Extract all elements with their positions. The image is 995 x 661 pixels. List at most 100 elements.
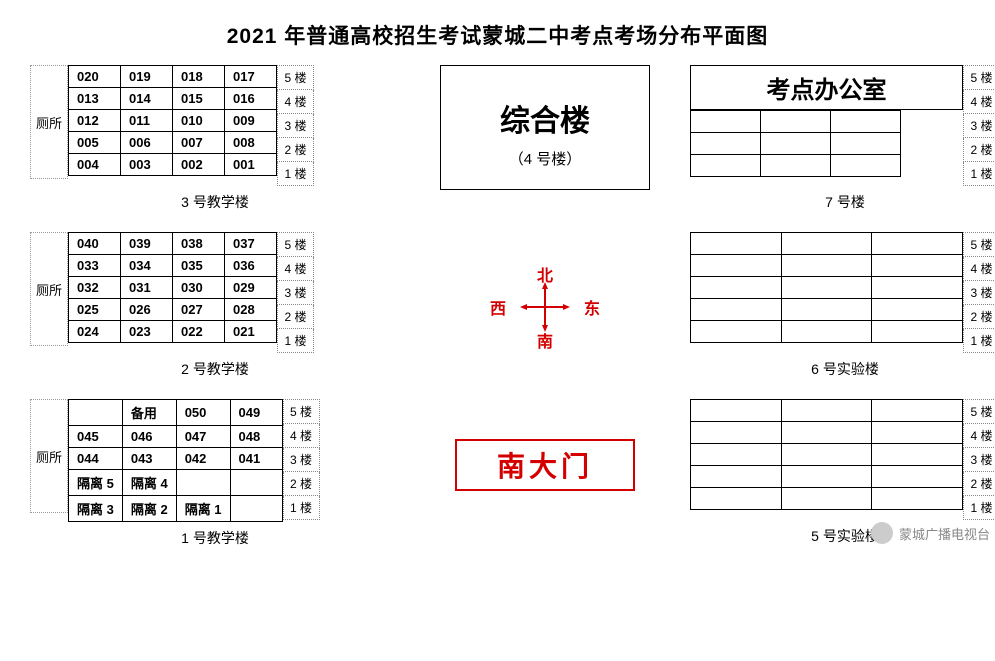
room-cell: 003 (121, 154, 173, 176)
compass: 北 南 西 东 (420, 232, 670, 379)
empty-cell (872, 299, 963, 321)
room-cell: 022 (173, 321, 225, 343)
room-cell: 021 (225, 321, 277, 343)
empty-cell (831, 133, 901, 155)
empty-cell (781, 233, 872, 255)
empty-cell (691, 422, 782, 444)
room-cell: 028 (225, 299, 277, 321)
center-building: 综合楼 （4 号楼） (420, 65, 670, 212)
building-5-table (690, 399, 963, 510)
empty-cell (781, 466, 872, 488)
room-cell: 041 (230, 448, 282, 470)
empty-cell (872, 255, 963, 277)
empty-cell (761, 155, 831, 177)
room-cell: 015 (173, 88, 225, 110)
empty-cell (691, 466, 782, 488)
building-6-label: 6 号实验楼 (690, 359, 995, 379)
empty-cell (872, 277, 963, 299)
room-cell: 037 (225, 233, 277, 255)
floor-labels: 5 楼4 楼3 楼2 楼1 楼 (283, 399, 320, 520)
room-cell: 023 (121, 321, 173, 343)
floor-label: 1 楼 (278, 329, 314, 353)
empty-cell (781, 400, 872, 422)
room-cell: 隔离 2 (122, 496, 176, 522)
building-1: 厕所 备用050049045046047048044043042041隔离 5隔… (30, 399, 400, 548)
room-cell: 备用 (122, 400, 176, 426)
room-cell: 044 (69, 448, 123, 470)
empty-cell (691, 233, 782, 255)
empty-cell (691, 444, 782, 466)
empty-cell (691, 321, 782, 343)
building-1-table: 备用050049045046047048044043042041隔离 5隔离 4… (68, 399, 283, 522)
floor-label: 4 楼 (964, 424, 995, 448)
floor-label: 5 楼 (964, 400, 995, 424)
page-title: 2021 年普通高校招生考试蒙城二中考点考场分布平面图 (30, 20, 965, 50)
south-gate: 南大门 (420, 399, 670, 548)
empty-cell (872, 422, 963, 444)
building-6: 5 楼4 楼3 楼2 楼1 楼 6 号实验楼 (690, 232, 995, 379)
empty-cell (781, 488, 872, 510)
room-cell: 018 (173, 66, 225, 88)
room-cell: 048 (230, 426, 282, 448)
building-5: 5 楼4 楼3 楼2 楼1 楼 5 号实验楼 蒙城广播电视台 (690, 399, 995, 548)
layout-grid: 厕所 0200190180170130140150160120110100090… (30, 65, 965, 548)
floor-label: 5 楼 (964, 233, 995, 257)
building-3: 厕所 0200190180170130140150160120110100090… (30, 65, 400, 212)
empty-cell (761, 133, 831, 155)
room-cell: 046 (122, 426, 176, 448)
room-cell: 049 (230, 400, 282, 426)
building-7-table (690, 110, 901, 177)
compass-west: 西 (490, 295, 506, 319)
floor-label: 5 楼 (283, 400, 319, 424)
empty-cell (781, 299, 872, 321)
room-cell: 007 (173, 132, 225, 154)
floor-label: 1 楼 (964, 496, 995, 520)
floor-label: 1 楼 (278, 162, 314, 186)
building-2: 厕所 0400390380370330340350360320310300290… (30, 232, 400, 379)
floor-label: 4 楼 (964, 90, 995, 114)
room-cell: 026 (121, 299, 173, 321)
toilet-label: 厕所 (30, 399, 68, 513)
building-7: 考点办公室 5 楼4 楼3 楼2 楼1 楼 7 号楼 (690, 65, 995, 212)
building-2-table: 0400390380370330340350360320310300290250… (68, 232, 277, 343)
empty-cell (872, 488, 963, 510)
compass-east: 东 (584, 295, 600, 319)
room-cell: 011 (121, 110, 173, 132)
room-cell: 012 (69, 110, 121, 132)
floor-label: 5 楼 (278, 233, 314, 257)
building-6-table (690, 232, 963, 343)
office-title: 考点办公室 (690, 65, 963, 110)
floor-label: 3 楼 (964, 114, 995, 138)
room-cell: 002 (173, 154, 225, 176)
room-cell: 隔离 3 (69, 496, 123, 522)
room-cell: 005 (69, 132, 121, 154)
empty-cell (691, 277, 782, 299)
room-cell: 050 (176, 400, 230, 426)
floor-label: 3 楼 (964, 281, 995, 305)
floor-label: 4 楼 (283, 424, 319, 448)
room-cell: 020 (69, 66, 121, 88)
center-building-sub: （4 号楼） (441, 148, 649, 169)
empty-cell (831, 111, 901, 133)
floor-label: 5 楼 (278, 66, 314, 90)
room-cell: 032 (69, 277, 121, 299)
floor-label: 1 楼 (283, 496, 319, 520)
floor-label: 2 楼 (283, 472, 319, 496)
floor-label: 3 楼 (278, 114, 314, 138)
south-gate-label: 南大门 (455, 439, 635, 491)
building-1-label: 1 号教学楼 (30, 528, 400, 548)
toilet-label: 厕所 (30, 65, 68, 179)
room-cell: 016 (225, 88, 277, 110)
floor-label: 4 楼 (278, 257, 314, 281)
room-cell: 042 (176, 448, 230, 470)
room-cell: 031 (121, 277, 173, 299)
floor-label: 4 楼 (964, 257, 995, 281)
floor-labels: 5 楼4 楼3 楼2 楼1 楼 (963, 232, 995, 353)
empty-cell (872, 466, 963, 488)
empty-cell (691, 400, 782, 422)
center-building-name: 综合楼 (441, 96, 649, 140)
empty-cell (872, 444, 963, 466)
room-cell: 027 (173, 299, 225, 321)
floor-label: 2 楼 (964, 305, 995, 329)
room-cell (69, 400, 123, 426)
